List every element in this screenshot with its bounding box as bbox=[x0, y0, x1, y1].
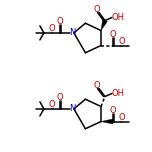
Text: O: O bbox=[110, 106, 116, 115]
Text: OH: OH bbox=[111, 89, 124, 98]
Polygon shape bbox=[101, 20, 107, 31]
Text: O: O bbox=[119, 37, 125, 46]
Text: O: O bbox=[119, 113, 125, 122]
Text: O: O bbox=[94, 5, 100, 14]
Text: OH: OH bbox=[111, 13, 124, 22]
Polygon shape bbox=[101, 119, 113, 124]
Text: O: O bbox=[110, 30, 116, 39]
Text: O: O bbox=[94, 81, 100, 90]
Text: O: O bbox=[57, 93, 63, 102]
Text: O: O bbox=[49, 24, 55, 33]
Text: O: O bbox=[49, 100, 55, 109]
Text: N: N bbox=[69, 104, 75, 113]
Text: O: O bbox=[57, 17, 63, 26]
Text: N: N bbox=[69, 28, 75, 37]
